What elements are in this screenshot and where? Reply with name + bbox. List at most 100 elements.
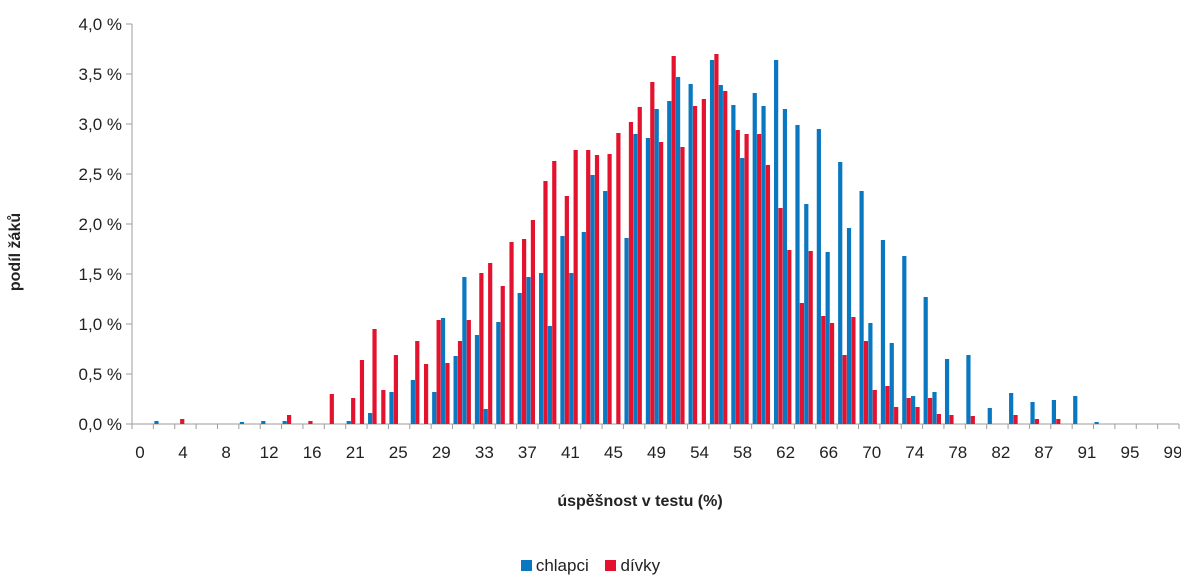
bar-divky	[821, 316, 826, 424]
y-tick-label: 0,5 %	[79, 365, 122, 384]
bar-divky	[423, 364, 429, 424]
bar-chlapci	[774, 60, 779, 424]
bar-divky	[842, 355, 847, 424]
bar-divky	[522, 239, 527, 424]
bar-chlapci	[718, 85, 723, 424]
bar-divky	[714, 54, 719, 424]
bar-chlapci	[944, 359, 950, 424]
bar-chlapci	[838, 162, 843, 424]
x-tick-label: 33	[475, 443, 494, 462]
x-axis: 0 4 8 12 16 21 25 29 33 37 41 45 49 54 58 62 66 70 74 78 82 8…	[131, 423, 1181, 462]
bar-chlapci	[709, 60, 715, 424]
bar-divky	[594, 155, 600, 424]
bar-chlapci	[675, 77, 681, 424]
bar-divky	[650, 82, 655, 424]
bar-chlapci	[410, 380, 415, 424]
x-tick-label: 21	[346, 443, 365, 462]
bar-chlapci	[923, 297, 928, 424]
bar-divky	[564, 196, 569, 424]
bar-divky	[457, 341, 463, 424]
bar-divky	[949, 415, 954, 424]
x-tick-label: 16	[303, 443, 322, 462]
x-tick-label: 78	[948, 443, 967, 462]
bar-chlapci	[569, 273, 574, 424]
y-tick-label: 2,0 %	[79, 215, 122, 234]
bar-divky	[659, 142, 664, 424]
bar-divky	[586, 150, 591, 424]
x-tick-label: 45	[604, 443, 623, 462]
bar-chlapci	[633, 134, 638, 424]
bar-divky	[906, 398, 911, 424]
bar-chlapci	[1009, 393, 1014, 424]
x-tick-label: 0	[135, 443, 144, 462]
bar-divky	[415, 341, 420, 424]
legend-item-chlapci: chlapci	[520, 556, 589, 576]
bar-chlapci	[761, 106, 766, 424]
bar-divky	[552, 161, 557, 424]
bar-divky	[628, 122, 634, 424]
bar-chlapci	[603, 191, 608, 424]
x-tick-label: 41	[561, 443, 580, 462]
bar-divky	[393, 355, 399, 424]
bar-chlapci	[740, 158, 745, 424]
bar-divky	[180, 419, 185, 424]
y-tick-label: 4,0 %	[79, 15, 122, 34]
bar-chlapci	[526, 277, 531, 424]
bar-divky	[863, 341, 869, 424]
x-tick-label: 87	[1034, 443, 1053, 462]
bar-chlapci	[389, 392, 394, 424]
bar-chlapci	[624, 238, 629, 424]
x-tick-label: 12	[260, 443, 279, 462]
bar-chlapci	[1051, 400, 1056, 424]
y-tick-label: 2,5 %	[79, 165, 122, 184]
bar-chlapci	[496, 322, 501, 424]
bar-chlapci	[688, 84, 693, 424]
bar-divky	[436, 320, 441, 424]
legend-label-chlapci: chlapci	[535, 556, 589, 575]
bar-divky	[872, 390, 877, 424]
bar-divky	[1013, 415, 1018, 424]
bar-chlapci	[804, 204, 809, 424]
bar-chlapci	[987, 408, 992, 424]
y-tick-label: 1,5 %	[79, 265, 122, 284]
histogram-chart: 0,0 % 0,5 % 1,0 % 1,5 % 2,0 % 2,5 % 3,0 % 3,5 %…	[7, 15, 1181, 510]
bar-chlapci	[667, 101, 672, 424]
bar-chlapci	[846, 228, 852, 424]
bar-chlapci	[474, 335, 480, 424]
y-axis-title: podíl žáků	[7, 213, 24, 291]
x-tick-label: 29	[432, 443, 451, 462]
bar-divky	[936, 414, 941, 424]
bar-divky	[372, 329, 377, 424]
bar-divky	[894, 407, 899, 424]
bar-divky	[692, 106, 698, 424]
bar-chlapci	[560, 236, 565, 424]
bar-divky	[479, 273, 484, 424]
bar-divky	[851, 317, 856, 424]
bar-chlapci	[902, 256, 907, 424]
bar-divky	[885, 386, 890, 424]
bar-divky	[445, 363, 450, 424]
bar-chlapci	[654, 109, 659, 424]
x-tick-label: 62	[776, 443, 795, 462]
bar-divky	[500, 286, 505, 424]
bar-chlapci	[868, 323, 873, 424]
legend-swatch-chlapci	[520, 560, 532, 571]
bar-chlapci	[645, 138, 651, 424]
bar-chlapci	[932, 392, 937, 424]
bar-divky	[607, 154, 612, 424]
x-tick-label: 25	[389, 443, 408, 462]
bar-divky	[970, 416, 975, 424]
bar-chlapci	[432, 392, 437, 424]
bar-chlapci	[1073, 396, 1078, 424]
bar-divky	[778, 208, 783, 424]
bar-divky	[735, 130, 740, 424]
bar-divky	[808, 251, 813, 424]
bar-divky	[829, 323, 835, 424]
bar-chlapci	[239, 422, 245, 424]
bar-divky	[359, 360, 365, 424]
bar-chlapci	[154, 421, 159, 424]
bars	[154, 54, 1099, 424]
bar-chlapci	[590, 175, 595, 424]
bar-chlapci	[261, 421, 266, 424]
bar-divky	[530, 220, 536, 424]
